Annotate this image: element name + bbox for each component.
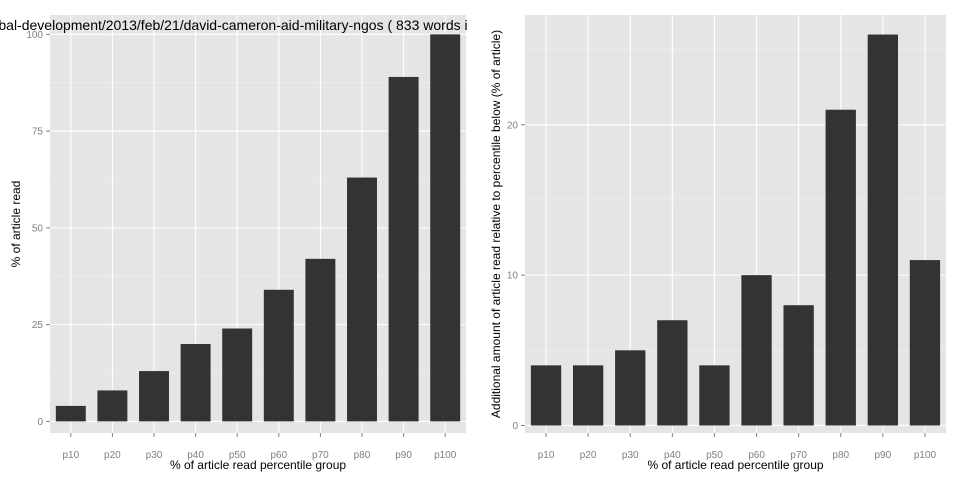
chart-left: 0 25 50 75 100 p10 p20 p30 p40 p50 p60 p70 p80 p90 p10… bbox=[9, 15, 466, 472]
bar-p40 bbox=[657, 320, 688, 426]
bar-p50 bbox=[222, 328, 253, 422]
bar-p80 bbox=[825, 109, 856, 426]
bar-p100 bbox=[909, 260, 941, 426]
chart-right: 0 10 20 p10 p20 p30 p40 p50 p60 p70 p80 p90 p100 % of… bbox=[489, 15, 946, 472]
bar-p20 bbox=[572, 365, 604, 426]
bar-p10 bbox=[55, 405, 86, 422]
bar-p60 bbox=[263, 289, 294, 422]
x-tick-label: p10 bbox=[538, 450, 555, 461]
bar-p70 bbox=[783, 305, 814, 426]
y-axis-title: % of article read bbox=[9, 181, 23, 268]
x-tick-label: p60 bbox=[748, 450, 765, 461]
x-tick-label: p90 bbox=[395, 450, 412, 461]
bar-p60 bbox=[741, 275, 772, 426]
y-tick-label: 25 bbox=[32, 320, 44, 331]
bar-p90 bbox=[388, 76, 419, 422]
bar-p40 bbox=[180, 343, 211, 422]
x-tick-label: p40 bbox=[664, 450, 681, 461]
bar-p80 bbox=[347, 177, 377, 422]
y-tick-label: 100 bbox=[26, 30, 43, 41]
x-tick-label: p60 bbox=[270, 450, 287, 461]
y-tick-label: 50 bbox=[32, 223, 44, 234]
bar-p100 bbox=[430, 34, 461, 422]
x-tick-label: p40 bbox=[187, 450, 204, 461]
x-tick-label: p10 bbox=[62, 450, 79, 461]
x-tick-label: p100 bbox=[434, 450, 457, 461]
x-tick-label: p70 bbox=[312, 450, 329, 461]
y-tick-label: 10 bbox=[507, 271, 519, 282]
y-tick-label: 0 bbox=[512, 421, 518, 432]
bar-p20 bbox=[97, 390, 128, 422]
chart-title: bal-development/2013/feb/21/david-camero… bbox=[0, 17, 468, 33]
x-tick-label: p80 bbox=[832, 450, 849, 461]
x-tick-label: p90 bbox=[875, 450, 892, 461]
x-axis-title: % of article read percentile group bbox=[170, 458, 346, 472]
x-tick-label: p70 bbox=[790, 450, 807, 461]
x-tick-label: p80 bbox=[354, 450, 371, 461]
y-axis-title: Additional amount of article read relati… bbox=[489, 30, 503, 418]
y-tick-label: 20 bbox=[507, 120, 519, 131]
bar-p30 bbox=[615, 350, 646, 426]
x-tick-label: p30 bbox=[146, 450, 163, 461]
x-tick-label: p50 bbox=[229, 450, 246, 461]
x-tick-label: p30 bbox=[622, 450, 639, 461]
y-tick-label: 75 bbox=[32, 127, 44, 138]
bar-p10 bbox=[530, 365, 562, 426]
x-tick-label: p50 bbox=[706, 450, 723, 461]
x-axis-title: % of article read percentile group bbox=[647, 458, 823, 472]
x-tick-label: p20 bbox=[580, 450, 597, 461]
bar-p90 bbox=[867, 34, 899, 426]
x-tick-label: p20 bbox=[104, 450, 121, 461]
bar-p50 bbox=[699, 365, 730, 426]
bar-p30 bbox=[139, 371, 169, 422]
x-tick-label: p100 bbox=[914, 450, 937, 461]
y-tick-label: 0 bbox=[37, 417, 43, 428]
bar-p70 bbox=[305, 258, 336, 422]
